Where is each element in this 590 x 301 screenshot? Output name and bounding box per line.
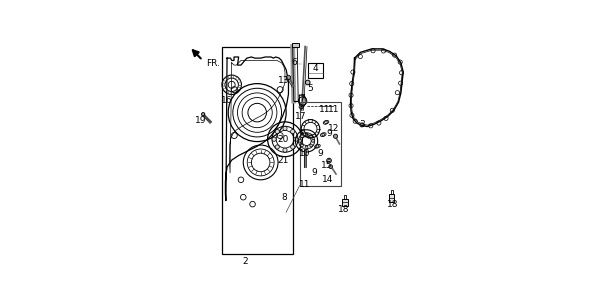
Text: 5: 5 [307, 84, 313, 92]
Circle shape [275, 145, 280, 149]
Text: 10: 10 [299, 149, 311, 158]
Bar [308, 63, 323, 78]
Text: 13: 13 [278, 76, 290, 85]
Circle shape [306, 80, 310, 85]
Text: 9: 9 [317, 149, 323, 158]
Circle shape [275, 129, 280, 134]
Text: 20: 20 [277, 135, 289, 144]
Circle shape [283, 126, 287, 130]
Bar [222, 47, 293, 254]
Text: FR.: FR. [206, 59, 219, 68]
Circle shape [310, 144, 313, 147]
Text: 18: 18 [387, 200, 398, 209]
Text: 11: 11 [319, 105, 330, 114]
Bar [345, 195, 346, 199]
Circle shape [305, 133, 308, 136]
Circle shape [291, 129, 295, 134]
Text: 15: 15 [321, 161, 333, 170]
Circle shape [294, 137, 298, 141]
Circle shape [316, 145, 319, 147]
Circle shape [272, 137, 276, 141]
Text: 8: 8 [281, 193, 287, 202]
Bar [342, 199, 348, 206]
Text: 11: 11 [328, 105, 339, 114]
Circle shape [333, 134, 337, 138]
Circle shape [322, 133, 324, 136]
Text: 9: 9 [326, 129, 332, 138]
Bar [292, 43, 299, 47]
Text: 7: 7 [299, 94, 305, 103]
Text: 21: 21 [277, 156, 289, 165]
Text: 14: 14 [322, 175, 333, 184]
Text: 17: 17 [295, 112, 307, 121]
Circle shape [305, 146, 308, 149]
Circle shape [286, 75, 290, 79]
Circle shape [324, 121, 327, 124]
Text: 18: 18 [338, 205, 350, 214]
Text: 6: 6 [292, 57, 297, 67]
Text: 4: 4 [313, 64, 318, 73]
Bar [300, 102, 341, 186]
Text: 9: 9 [312, 168, 317, 177]
Circle shape [283, 148, 287, 152]
Circle shape [300, 135, 303, 138]
Circle shape [299, 139, 301, 142]
Text: 12: 12 [329, 124, 340, 133]
Text: 3: 3 [360, 120, 366, 129]
Circle shape [310, 135, 313, 138]
Circle shape [202, 113, 205, 116]
Text: 11: 11 [299, 180, 310, 189]
Bar [391, 190, 392, 194]
Circle shape [300, 144, 303, 147]
Circle shape [329, 165, 333, 169]
Text: 19: 19 [195, 116, 206, 125]
Text: 16: 16 [221, 96, 232, 105]
Bar [389, 194, 394, 202]
Circle shape [312, 139, 314, 142]
Text: 2: 2 [242, 257, 248, 266]
Circle shape [291, 145, 295, 149]
